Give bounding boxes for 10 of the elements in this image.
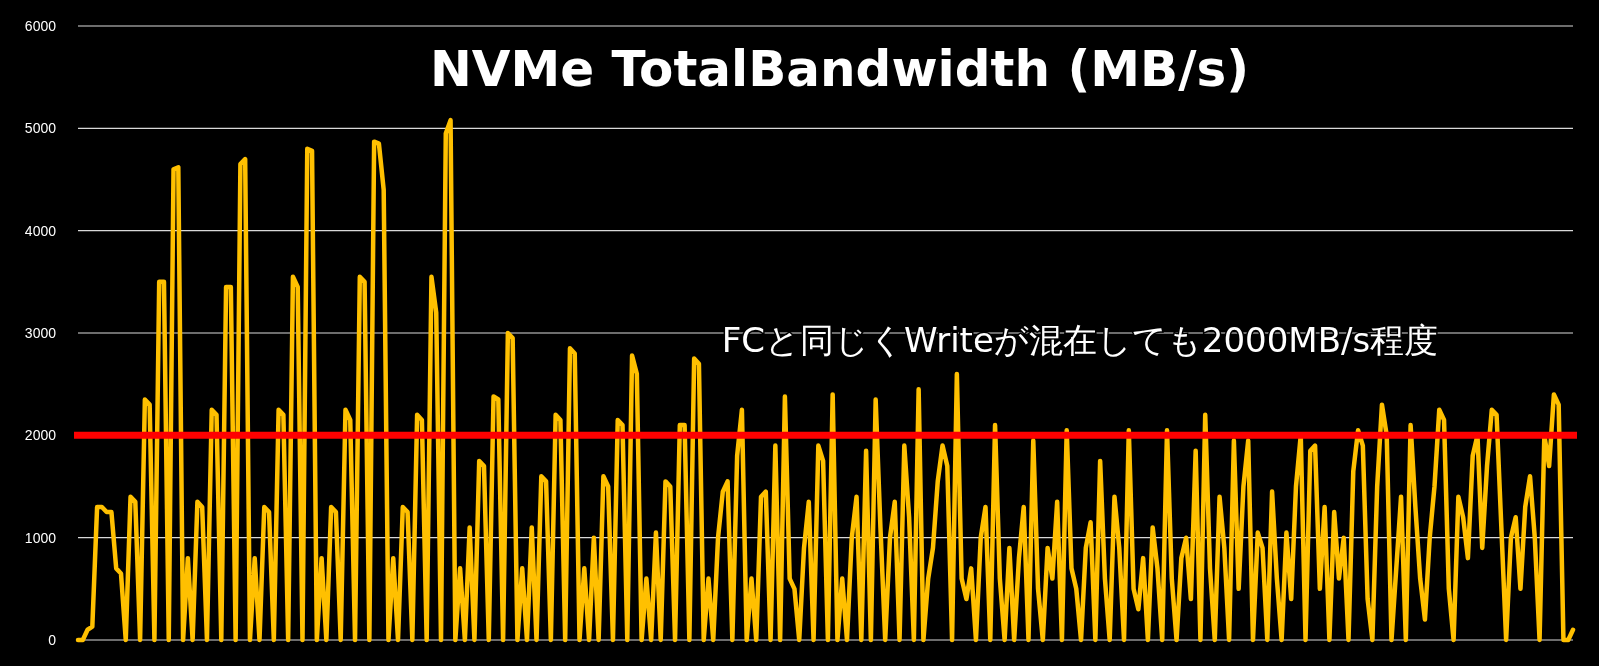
annotation: FCと同じくWriteが混在しても2000MB/s程度 [721, 320, 1439, 360]
y-tick-label: 5000 [24, 120, 57, 137]
y-tick-label: 6000 [24, 17, 57, 34]
y-tick-label: 2000 [24, 427, 57, 444]
line-series [75, 117, 1576, 643]
y-tick-label: 3000 [24, 324, 57, 341]
y-tick-label: 0 [48, 631, 57, 648]
chart-title: NVMe TotalBandwidth (MB/s) [429, 40, 1250, 98]
y-tick-label: 4000 [24, 222, 57, 239]
y-tick-label: 1000 [24, 529, 57, 546]
